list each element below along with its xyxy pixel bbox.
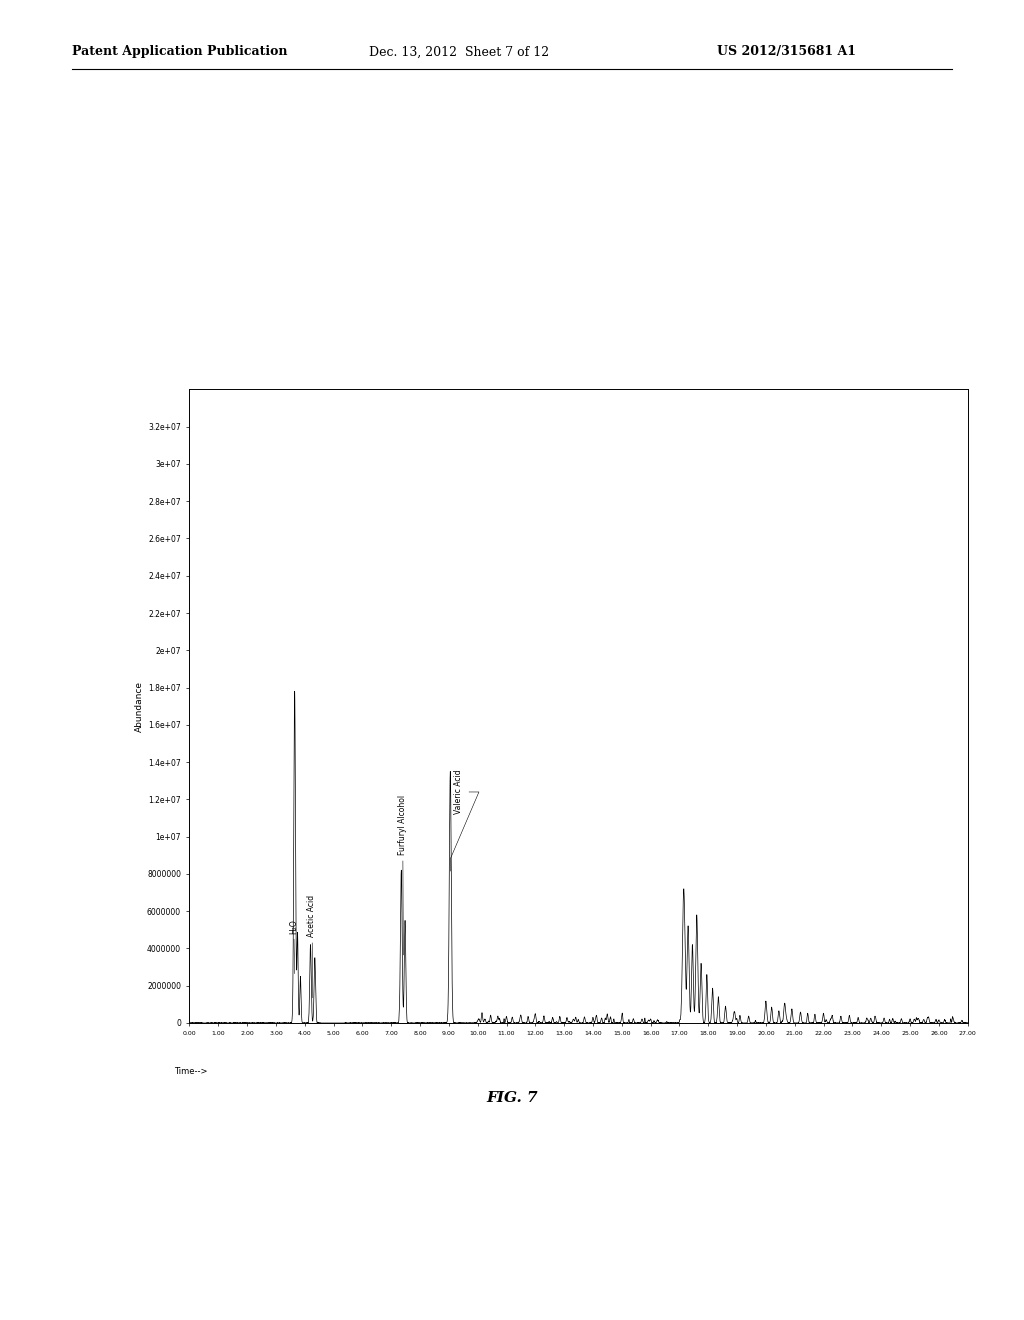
- Text: Acetic Acid: Acetic Acid: [307, 895, 316, 998]
- Text: Patent Application Publication: Patent Application Publication: [72, 45, 287, 58]
- Text: Dec. 13, 2012  Sheet 7 of 12: Dec. 13, 2012 Sheet 7 of 12: [369, 45, 549, 58]
- Y-axis label: Abundance: Abundance: [135, 681, 144, 731]
- Text: H₂O: H₂O: [290, 919, 298, 974]
- Text: Time-->: Time-->: [174, 1068, 208, 1076]
- Text: US 2012/315681 A1: US 2012/315681 A1: [717, 45, 856, 58]
- Text: Valeric Acid: Valeric Acid: [451, 770, 479, 871]
- Text: FIG. 7: FIG. 7: [486, 1092, 538, 1105]
- Text: Furfuryl Alcohol: Furfuryl Alcohol: [398, 795, 408, 954]
